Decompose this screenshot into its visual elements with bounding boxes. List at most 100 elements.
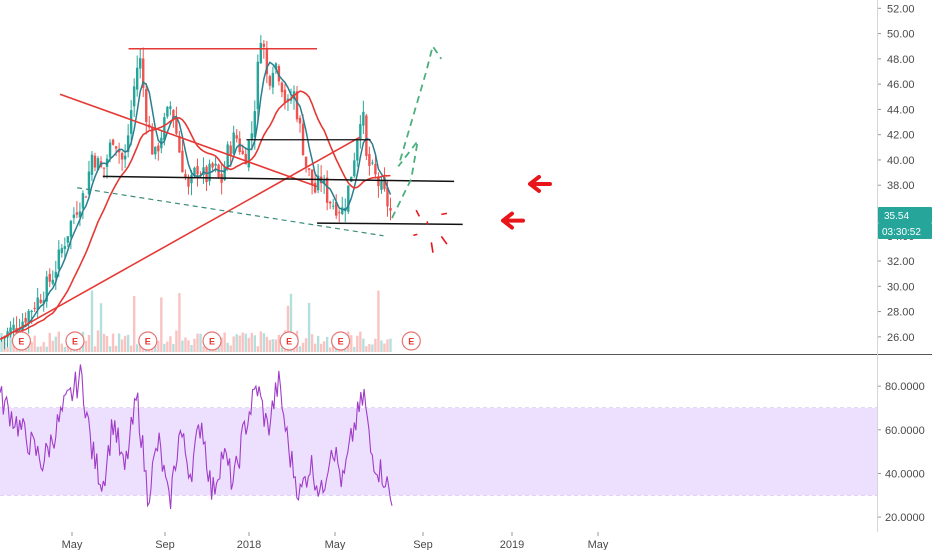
volume-bar xyxy=(126,334,130,352)
svg-text:E: E xyxy=(408,337,414,347)
ma-fast-line xyxy=(1,61,392,340)
alert-mark xyxy=(430,242,434,253)
volume-bar xyxy=(163,343,166,352)
volume-bar xyxy=(374,338,377,352)
volume-bar xyxy=(178,293,181,352)
candle-body xyxy=(117,149,121,153)
volume-bar xyxy=(6,347,9,352)
volume-bar xyxy=(139,345,142,352)
candle-body xyxy=(136,67,139,90)
candle-body xyxy=(181,150,184,173)
price-tick-label: 26.00 xyxy=(887,332,915,344)
volume-bar xyxy=(30,341,33,352)
volume-bar xyxy=(199,333,202,352)
candle-body xyxy=(202,167,205,175)
volume-bar xyxy=(220,337,223,352)
volume-bar xyxy=(84,340,88,352)
volume-bar xyxy=(57,331,60,352)
bar-timer-value: 03:30:52 xyxy=(882,227,921,238)
candle-body xyxy=(298,117,302,124)
candle-body xyxy=(72,214,76,219)
candle-body xyxy=(232,132,235,154)
last-price-badge[interactable]: 35.54 xyxy=(878,207,932,223)
candle-body xyxy=(389,207,392,211)
osc-tick-label: 20.0000 xyxy=(885,512,925,524)
volume-bar xyxy=(362,338,365,352)
candle-body xyxy=(386,187,389,207)
earnings-marker[interactable]: E xyxy=(138,331,158,351)
candle-body xyxy=(196,166,199,175)
earnings-marker[interactable]: E xyxy=(11,331,32,351)
volume-bar xyxy=(256,346,260,352)
volume-bar xyxy=(114,345,118,352)
candle-body xyxy=(310,169,314,185)
candle-body xyxy=(184,173,187,178)
volume-bar xyxy=(322,341,326,352)
candle-body xyxy=(214,163,217,166)
candle-body xyxy=(259,42,263,64)
osc-tick-label: 60.0000 xyxy=(885,425,925,437)
timer-badge[interactable]: 03:30:52 xyxy=(878,223,932,239)
candle-body xyxy=(383,176,386,190)
volume-bar xyxy=(166,341,169,352)
volume-bar xyxy=(111,333,115,352)
alert-mark xyxy=(441,212,448,216)
time-tick-label: Sep xyxy=(413,539,433,550)
candle-body xyxy=(283,89,287,103)
volume-bar xyxy=(353,346,356,352)
candle-body xyxy=(96,158,100,171)
volume-bar xyxy=(102,333,106,352)
support-line xyxy=(102,175,455,183)
price-tick-label: 46.00 xyxy=(887,79,915,91)
candle-body xyxy=(368,153,371,166)
candle-body xyxy=(253,111,256,138)
alert-mark xyxy=(413,233,418,237)
candle-body xyxy=(63,246,67,249)
volume-bar xyxy=(235,334,238,352)
volume-bar xyxy=(244,333,247,352)
svg-text:E: E xyxy=(72,337,78,347)
candle-body xyxy=(353,160,356,177)
candle-body xyxy=(223,166,226,181)
candle-body xyxy=(307,168,311,170)
candle-body xyxy=(142,58,145,88)
svg-text:E: E xyxy=(338,337,344,347)
oscillator-line xyxy=(0,364,393,510)
earnings-marker[interactable]: E xyxy=(65,331,85,351)
earnings-marker[interactable]: E xyxy=(279,331,299,351)
earnings-marker[interactable]: E xyxy=(202,331,222,351)
candle-body xyxy=(114,146,118,149)
candle-body xyxy=(347,185,350,212)
price-tick-label: 40.00 xyxy=(887,155,915,167)
volume-bar xyxy=(350,335,353,352)
volume-bar xyxy=(377,290,380,352)
candle-body xyxy=(12,324,15,331)
volume-bar xyxy=(45,346,48,352)
volume-bar xyxy=(51,340,54,352)
earnings-marker[interactable]: E xyxy=(330,331,351,351)
time-tick-label: May xyxy=(62,539,83,550)
candle-body xyxy=(274,63,278,70)
volume-bar xyxy=(172,344,175,352)
volume-bar xyxy=(277,334,281,352)
earnings-marker[interactable]: E xyxy=(401,331,421,351)
bullish-projection xyxy=(391,44,443,219)
volume-bar xyxy=(48,332,51,352)
candle-body xyxy=(108,142,112,158)
candle-body xyxy=(229,145,232,155)
annotations xyxy=(0,44,552,341)
candle-body xyxy=(30,310,33,313)
candle-body xyxy=(374,164,377,175)
candle-body xyxy=(235,135,238,139)
pointer-arrow-icon xyxy=(501,211,525,230)
oscillator-band xyxy=(0,408,877,496)
volume-bar xyxy=(380,340,383,352)
candle-body xyxy=(90,154,94,175)
volume-bar xyxy=(108,346,112,352)
volume-bar xyxy=(96,330,100,352)
candle-body xyxy=(81,193,85,209)
candle-body xyxy=(66,236,70,243)
volume-bar xyxy=(253,335,256,352)
candle-body xyxy=(190,174,193,184)
